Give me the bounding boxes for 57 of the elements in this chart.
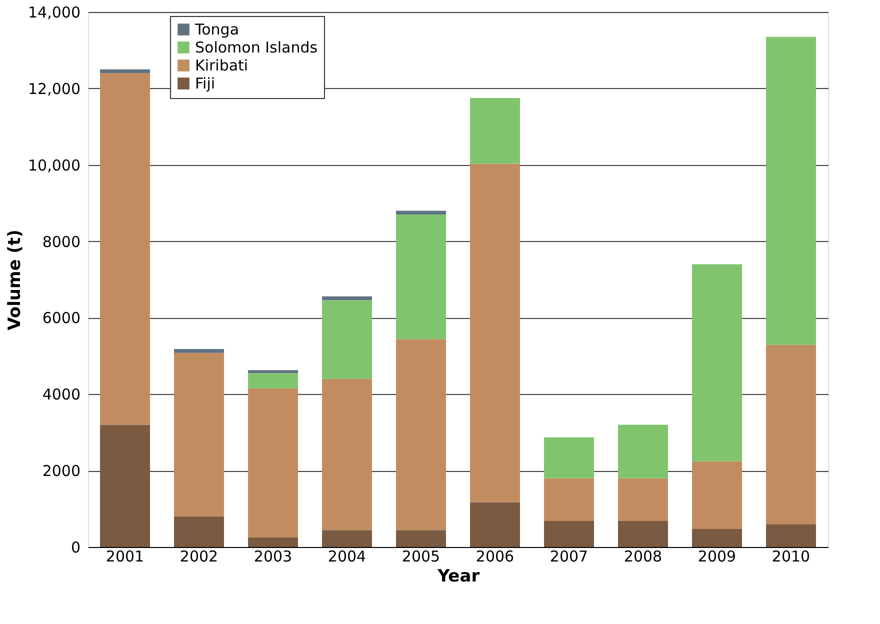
x-axis-title: Year [436,566,480,586]
bar [248,388,298,538]
y-tick-label: 6000 [42,309,80,328]
x-tick-label: 2004 [328,548,366,566]
y-tick-label: 12,000 [28,80,80,98]
y-tick-label: 8000 [42,232,80,251]
y-tick-label: 0 [70,538,80,556]
x-tick-label: 2001 [106,548,144,566]
bar [544,521,594,547]
x-tick-label: 2006 [476,548,514,566]
x-tick-label: 2003 [254,548,292,566]
x-tick-label: 2009 [698,548,736,566]
x-tick-label: 2010 [772,548,810,566]
bar [618,521,668,547]
bar [322,530,372,547]
bar [396,214,446,340]
x-tick-label: 2002 [180,548,218,566]
bar [174,349,224,353]
bar [692,264,742,462]
bar [322,296,372,300]
bar [692,529,742,547]
bar [396,339,446,530]
bar [544,437,594,478]
y-tick-label: 2000 [42,462,80,480]
bar [766,36,816,345]
legend-label: Tonga [194,20,240,38]
bar [618,424,668,478]
bar [174,352,224,516]
y-tick-label: 4000 [42,386,80,404]
bar [100,73,150,425]
bar [692,461,742,530]
bar [396,210,446,215]
bar [322,300,372,379]
bar [248,373,298,388]
bar [618,478,668,522]
bar [396,530,446,547]
legend-label: Solomon Islands [195,38,318,56]
y-axis-title: Volume (t) [5,230,26,330]
bar [100,69,150,74]
bar [174,516,224,547]
x-tick-label: 2008 [624,548,662,566]
legend-label: Kiribati [195,56,248,74]
y-tick-label: 14,000 [28,4,80,22]
bar [544,478,594,522]
bar [248,370,298,374]
x-tick-label: 2007 [550,548,588,566]
bar [100,424,150,547]
y-tick-label: 10,000 [28,156,80,174]
bar [470,98,520,164]
bar [766,524,816,547]
bar [248,537,298,547]
bar [470,502,520,547]
bar [322,378,372,530]
bar [470,164,520,502]
legend-label: Fiji [195,74,216,92]
bar [766,344,816,524]
x-tick-label: 2005 [402,548,440,566]
